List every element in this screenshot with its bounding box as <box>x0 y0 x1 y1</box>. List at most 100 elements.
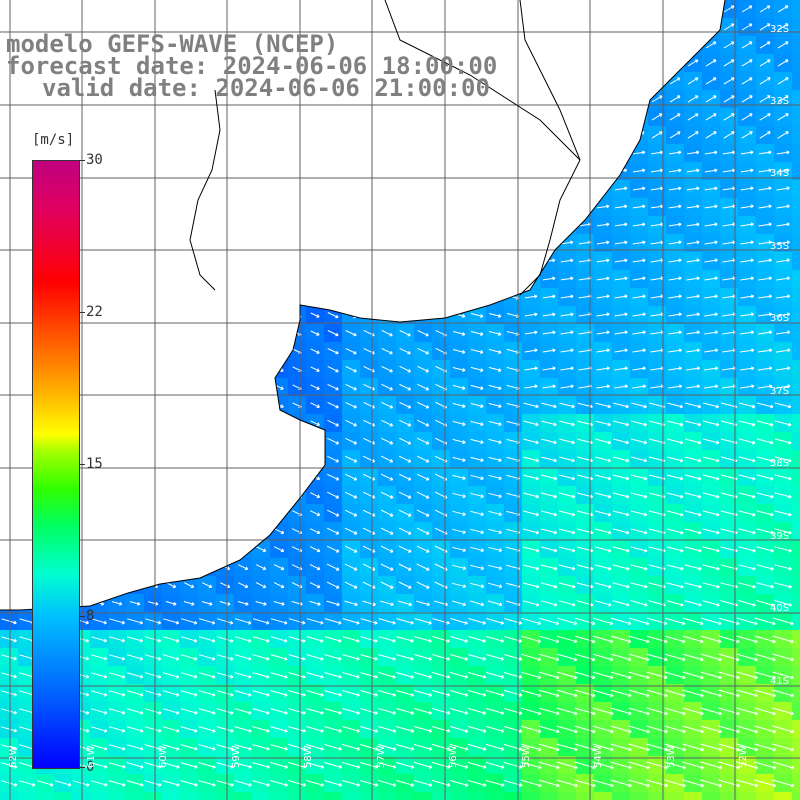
wind-arrow <box>684 546 702 553</box>
speed-cell <box>216 324 234 342</box>
wind-arrow <box>488 456 502 462</box>
wind-arrow <box>112 384 122 390</box>
speed-cell <box>234 126 252 144</box>
speed-cell <box>360 162 378 180</box>
wind-arrow <box>345 133 357 138</box>
wind-arrow <box>488 420 502 426</box>
wind-arrow <box>1 744 18 751</box>
wind-arrow <box>198 654 216 661</box>
wind-arrow <box>523 438 539 445</box>
speed-cell <box>432 252 450 270</box>
speed-cell <box>126 198 144 216</box>
wind-arrow <box>288 690 306 697</box>
wind-arrow <box>610 635 632 644</box>
wind-arrow <box>216 672 234 679</box>
wind-arrow <box>633 150 646 155</box>
wind-arrow <box>756 528 774 535</box>
wind-arrow <box>310 205 320 210</box>
wind-arrow <box>685 420 702 427</box>
speed-cell <box>522 0 540 18</box>
speed-cell <box>486 252 504 270</box>
wind-arrow <box>489 169 501 174</box>
wind-arrow <box>646 653 668 662</box>
wind-arrow <box>756 492 774 499</box>
speed-cell <box>792 594 800 612</box>
wind-arrow <box>417 187 429 192</box>
wind-arrow <box>144 780 162 787</box>
wind-arrow <box>381 437 394 445</box>
speed-cell <box>234 450 252 468</box>
wind-arrow <box>399 223 411 228</box>
wind-arrow <box>162 780 180 787</box>
wind-arrow <box>77 151 85 156</box>
speed-cell <box>36 108 54 126</box>
wind-arrow <box>468 690 487 697</box>
wind-arrow <box>310 277 320 282</box>
wind-arrow <box>435 43 447 48</box>
wind-arrow <box>94 348 104 354</box>
wind-arrow <box>615 77 627 85</box>
wind-arrow <box>684 438 702 445</box>
speed-cell <box>216 468 234 486</box>
speed-cell <box>252 126 270 144</box>
wind-arrow <box>127 618 144 625</box>
wind-arrow <box>470 600 485 607</box>
speed-cell <box>216 378 234 396</box>
wind-arrow <box>126 726 144 733</box>
wind-arrow <box>543 150 556 155</box>
wind-arrow <box>203 115 211 120</box>
speed-cell <box>162 108 180 126</box>
wind-arrow <box>704 150 718 155</box>
wind-arrow <box>396 636 414 643</box>
speed-cell <box>252 0 270 18</box>
wind-arrow <box>669 77 681 85</box>
speed-cell <box>342 108 360 126</box>
speed-cell <box>432 288 450 306</box>
wind-arrow <box>616 41 627 49</box>
wind-arrow <box>238 384 248 390</box>
wind-arrow <box>507 169 519 174</box>
wind-arrow <box>666 492 684 499</box>
speed-cell <box>684 0 702 18</box>
speed-cell <box>270 198 288 216</box>
wind-arrow <box>470 492 484 499</box>
speed-cell <box>162 360 180 378</box>
wind-arrow <box>775 348 791 353</box>
wind-arrow <box>381 277 393 282</box>
wind-arrow <box>687 77 699 85</box>
wind-arrow <box>346 7 356 12</box>
wind-arrow <box>234 708 252 715</box>
wind-arrow <box>130 384 140 390</box>
wind-arrow <box>220 241 230 246</box>
speed-cell <box>252 288 270 306</box>
speed-cell <box>468 252 486 270</box>
wind-arrow <box>184 492 194 498</box>
wind-arrow <box>184 528 195 534</box>
speed-cell <box>162 216 180 234</box>
speed-cell <box>198 792 216 800</box>
wind-arrow <box>741 77 753 85</box>
lon-label: 52W <box>738 745 749 768</box>
speed-cell <box>792 108 800 126</box>
wind-arrow <box>327 277 339 282</box>
wind-arrow <box>684 510 702 517</box>
wind-arrow <box>595 456 612 463</box>
wind-arrow <box>776 222 790 227</box>
wind-arrow <box>273 601 285 606</box>
wind-arrow <box>144 690 162 697</box>
wind-arrow <box>23 241 31 246</box>
wind-arrow <box>220 474 230 480</box>
wind-arrow <box>504 636 523 643</box>
speed-cell <box>90 270 108 288</box>
wind-arrow <box>220 402 230 408</box>
speed-cell <box>252 450 270 468</box>
wind-arrow <box>668 330 682 335</box>
wind-arrow <box>184 420 194 426</box>
wind-arrow <box>558 600 576 607</box>
speed-cell <box>144 486 162 504</box>
wind-arrow <box>705 5 717 13</box>
wind-arrow <box>184 384 194 390</box>
speed-cell <box>792 630 800 648</box>
wind-arrow <box>381 455 394 463</box>
wind-arrow <box>145 618 162 625</box>
